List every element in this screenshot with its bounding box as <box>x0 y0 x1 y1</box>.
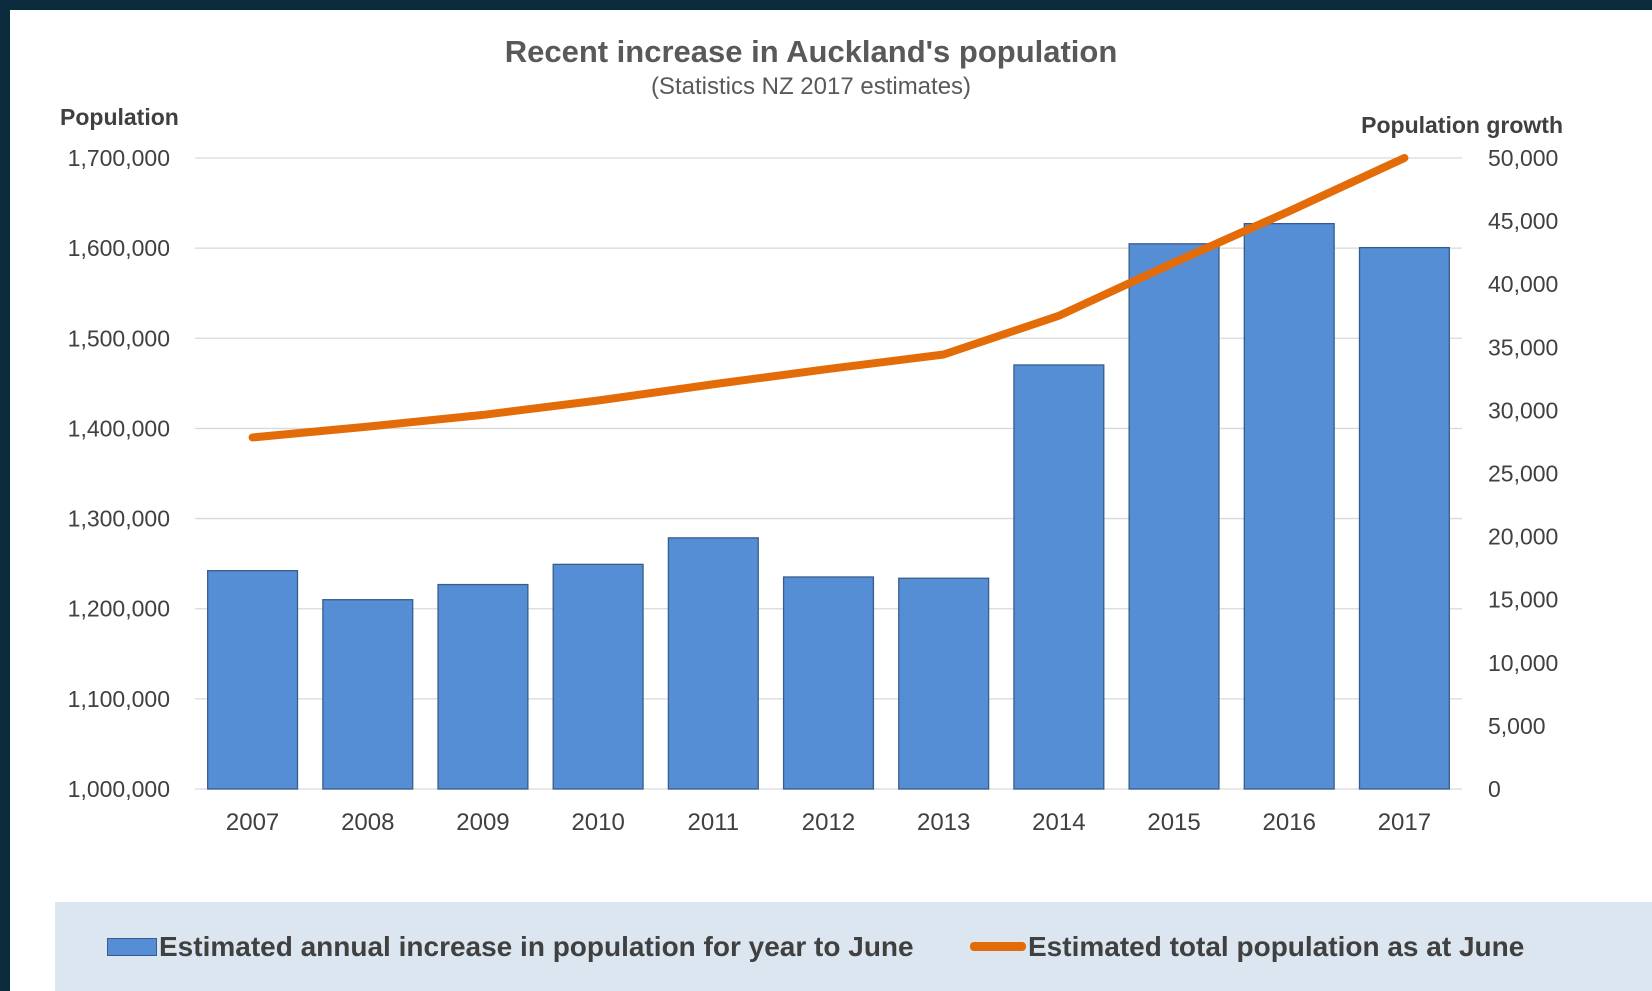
right-tick-label: 25,000 <box>1488 461 1558 487</box>
left-tick-label: 1,000,000 <box>68 776 170 802</box>
bar <box>322 599 414 790</box>
legend: Estimated annual increase in population … <box>55 902 1652 991</box>
legend-item-line: Estimated total population as at June <box>970 902 1524 991</box>
category-label: 2011 <box>688 809 740 836</box>
bar <box>1358 246 1450 790</box>
chart-title: Recent increase in Auckland's population <box>505 34 1118 69</box>
bar <box>898 577 990 790</box>
category-label: 2008 <box>341 809 394 836</box>
left-axis-ticks: 1,700,000 1,600,000 1,500,000 1,400,000 1,30… <box>68 145 170 802</box>
right-tick-label: 40,000 <box>1488 271 1558 297</box>
category-labels: 2007 2008 2009 2010 2011 2012 2013 2014 2015 2016… <box>226 809 1431 836</box>
bar-series <box>207 222 1450 790</box>
left-tick-label: 1,500,000 <box>68 325 170 351</box>
bar <box>552 563 644 790</box>
right-axis-ticks: 50,000 45,000 40,000 35,000 30,000 25,000 20,0… <box>1488 145 1558 802</box>
category-label: 2017 <box>1378 809 1431 836</box>
right-tick-label: 35,000 <box>1488 334 1558 360</box>
legend-line-label: Estimated total population as at June <box>1028 930 1525 962</box>
left-tick-label: 1,400,000 <box>68 415 170 441</box>
bar <box>1013 364 1105 790</box>
chart-panel: Recent increase in Auckland's population… <box>10 10 1652 991</box>
right-axis-title: Population growth <box>1361 112 1563 138</box>
right-tick-label: 15,000 <box>1488 587 1558 613</box>
category-label: 2012 <box>802 809 855 836</box>
category-label: 2015 <box>1147 809 1200 836</box>
total-population-line <box>248 154 1409 442</box>
bar <box>782 576 875 790</box>
bar <box>1128 243 1220 790</box>
bar <box>437 583 529 790</box>
bar <box>1243 222 1335 790</box>
legend-bar-label: Estimated annual increase in population … <box>159 930 914 962</box>
bar <box>207 570 299 790</box>
category-label: 2007 <box>226 809 279 836</box>
right-tick-label: 0 <box>1488 776 1501 802</box>
legend-bar-swatch <box>107 937 157 956</box>
chart-subtitle: (Statistics NZ 2017 estimates) <box>651 73 971 100</box>
category-label: 2010 <box>571 809 624 836</box>
category-label: 2009 <box>456 809 509 836</box>
bar <box>667 537 759 790</box>
category-label: 2014 <box>1032 809 1085 836</box>
chart-svg: Recent increase in Auckland's population… <box>60 34 1563 836</box>
right-tick-label: 45,000 <box>1488 208 1558 234</box>
left-tick-label: 1,100,000 <box>68 686 170 712</box>
legend-item-bars: Estimated annual increase in population … <box>107 902 914 991</box>
right-tick-label: 5,000 <box>1488 713 1546 739</box>
legend-line-swatch <box>970 942 1026 951</box>
left-tick-label: 1,300,000 <box>68 506 170 532</box>
right-tick-label: 20,000 <box>1488 524 1558 550</box>
left-tick-label: 1,200,000 <box>68 596 170 622</box>
line-series <box>248 154 1409 442</box>
category-label: 2016 <box>1263 809 1316 836</box>
category-label: 2013 <box>917 809 970 836</box>
right-tick-label: 50,000 <box>1488 145 1558 171</box>
left-tick-label: 1,600,000 <box>68 235 170 261</box>
left-axis-title: Population <box>60 104 179 130</box>
right-tick-label: 30,000 <box>1488 397 1558 423</box>
left-tick-label: 1,700,000 <box>68 145 170 171</box>
right-tick-label: 10,000 <box>1488 650 1558 676</box>
